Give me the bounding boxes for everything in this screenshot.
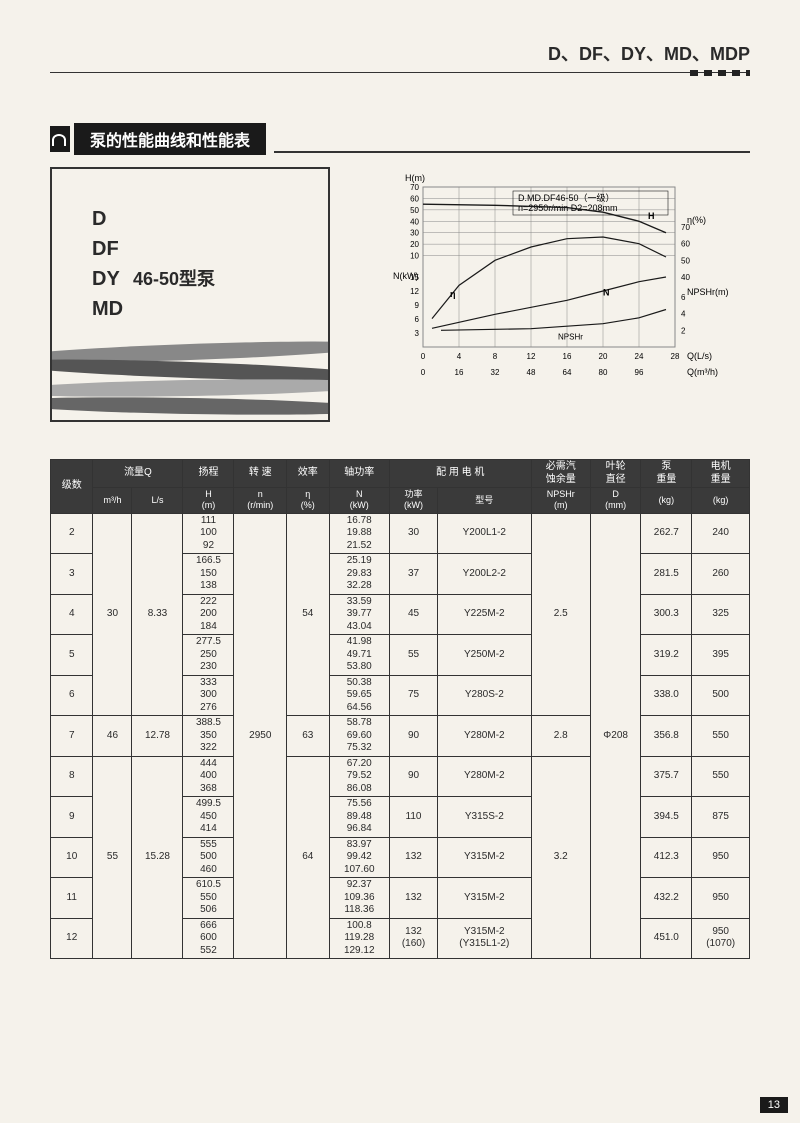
svg-text:70: 70	[410, 183, 419, 192]
section-title-row: 泵的性能曲线和性能表	[50, 123, 750, 155]
svg-text:Q(L/s): Q(L/s)	[687, 351, 712, 361]
svg-text:50: 50	[681, 256, 690, 265]
svg-text:6: 6	[415, 315, 420, 324]
svg-text:η: η	[450, 289, 456, 299]
svg-text:40: 40	[410, 217, 419, 226]
svg-text:0: 0	[421, 368, 426, 377]
svg-text:80: 80	[599, 368, 608, 377]
svg-text:D.MD.DF46-50（一级）: D.MD.DF46-50（一级）	[518, 192, 615, 203]
svg-text:24: 24	[635, 352, 644, 361]
pump-line-3: MD	[92, 294, 215, 324]
svg-text:9: 9	[415, 301, 420, 310]
svg-text:NPSHr(m): NPSHr(m)	[687, 287, 729, 297]
section-title: 泵的性能曲线和性能表	[74, 123, 266, 155]
performance-chart: 0481216202428102030405060703691215405060…	[360, 167, 750, 424]
pump-model-box: D DF DY 46-50型泵 MD	[50, 167, 330, 422]
svg-text:2: 2	[681, 326, 686, 335]
svg-text:60: 60	[681, 240, 690, 249]
svg-text:64: 64	[563, 368, 572, 377]
svg-text:H(m): H(m)	[405, 173, 425, 183]
svg-text:6: 6	[681, 293, 686, 302]
performance-table: 级数流量Q扬程转 速效率轴功率配 用 电 机必需汽 蚀余量叶轮 直径泵 重量电机…	[50, 459, 750, 959]
svg-text:0: 0	[421, 352, 426, 361]
pump-line-1: DF	[92, 234, 215, 264]
svg-text:N(kW): N(kW)	[393, 271, 419, 281]
svg-text:20: 20	[410, 240, 419, 249]
svg-text:32: 32	[491, 368, 500, 377]
header-series: D、DF、DY、MD、MDP	[50, 40, 750, 66]
pump-line-2: DY	[92, 268, 119, 290]
svg-text:4: 4	[457, 352, 462, 361]
pump-model: 46-50型泵	[133, 266, 215, 293]
svg-text:16: 16	[455, 368, 464, 377]
svg-text:28: 28	[671, 352, 680, 361]
wave-graphic	[52, 330, 328, 420]
section-icon	[50, 126, 70, 152]
svg-text:η(%): η(%)	[687, 215, 706, 225]
svg-text:12: 12	[410, 287, 419, 296]
svg-text:48: 48	[527, 368, 536, 377]
title-rule	[274, 151, 750, 153]
svg-text:H: H	[648, 211, 655, 221]
page-number: 13	[760, 1097, 788, 1113]
svg-text:40: 40	[681, 273, 690, 282]
svg-text:16: 16	[563, 352, 572, 361]
header-rule	[50, 72, 750, 73]
svg-text:30: 30	[410, 229, 419, 238]
svg-text:NPSHr: NPSHr	[558, 333, 583, 342]
svg-text:8: 8	[493, 352, 498, 361]
svg-text:10: 10	[410, 252, 419, 261]
svg-text:60: 60	[410, 194, 419, 203]
svg-text:4: 4	[681, 310, 686, 319]
svg-text:20: 20	[599, 352, 608, 361]
svg-text:12: 12	[527, 352, 536, 361]
svg-text:50: 50	[410, 206, 419, 215]
svg-text:96: 96	[635, 368, 644, 377]
svg-text:Q(m³/h): Q(m³/h)	[687, 367, 718, 377]
svg-text:N: N	[603, 288, 610, 298]
pump-line-0: D	[92, 204, 215, 234]
svg-text:3: 3	[415, 329, 420, 338]
